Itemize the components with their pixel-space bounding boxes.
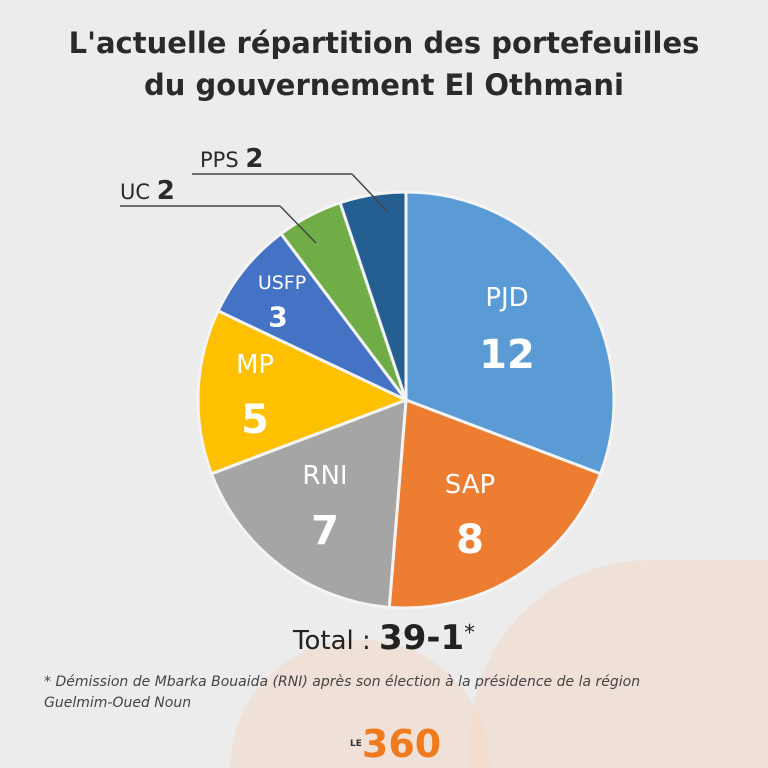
rni-label: RNI [302, 461, 348, 491]
rni-value: 7 [311, 508, 339, 554]
pie-slice-rni [209, 397, 408, 609]
mp-value: 5 [241, 397, 269, 443]
total-value: 39-1 [379, 618, 465, 658]
footnote-line-2: Guelmim-Oued Noun [44, 695, 192, 711]
total: Total : 39-1* [0, 618, 768, 658]
le360-logo: LE360 [350, 722, 442, 766]
title-line-2: du gouvernement El Othmani [144, 68, 624, 102]
usfp-value: 3 [268, 300, 288, 334]
uc-leader-line [279, 205, 317, 244]
sap-value: 8 [456, 517, 484, 563]
pjd-label: PJD [485, 283, 529, 313]
pie-slice-pjd [404, 190, 616, 476]
footnote: * Démission de Mbarka Bouaida (RNI) aprè… [44, 672, 760, 714]
title-line-1: L'actuelle répartition des portefeuilles [68, 26, 700, 60]
usfp-label: USFP [257, 272, 307, 294]
footnote-line-1: * Démission de Mbarka Bouaida (RNI) aprè… [44, 674, 641, 690]
chart-title: L'actuelle répartition des portefeuilles… [0, 22, 768, 106]
pjd-value: 12 [479, 332, 535, 378]
pps-callout: PPS 2 [200, 144, 264, 174]
pie-slice-mp [196, 308, 410, 476]
pps-leader-line [351, 173, 389, 213]
sap-label: SAP [444, 470, 496, 500]
total-label: Total : [293, 626, 371, 656]
pie-slice-usfp [216, 231, 408, 402]
total-footnote-mark: * [464, 620, 475, 646]
uc-callout: UC 2 [120, 176, 175, 206]
pie-slice-sap [387, 397, 603, 610]
mp-label: MP [235, 350, 275, 380]
